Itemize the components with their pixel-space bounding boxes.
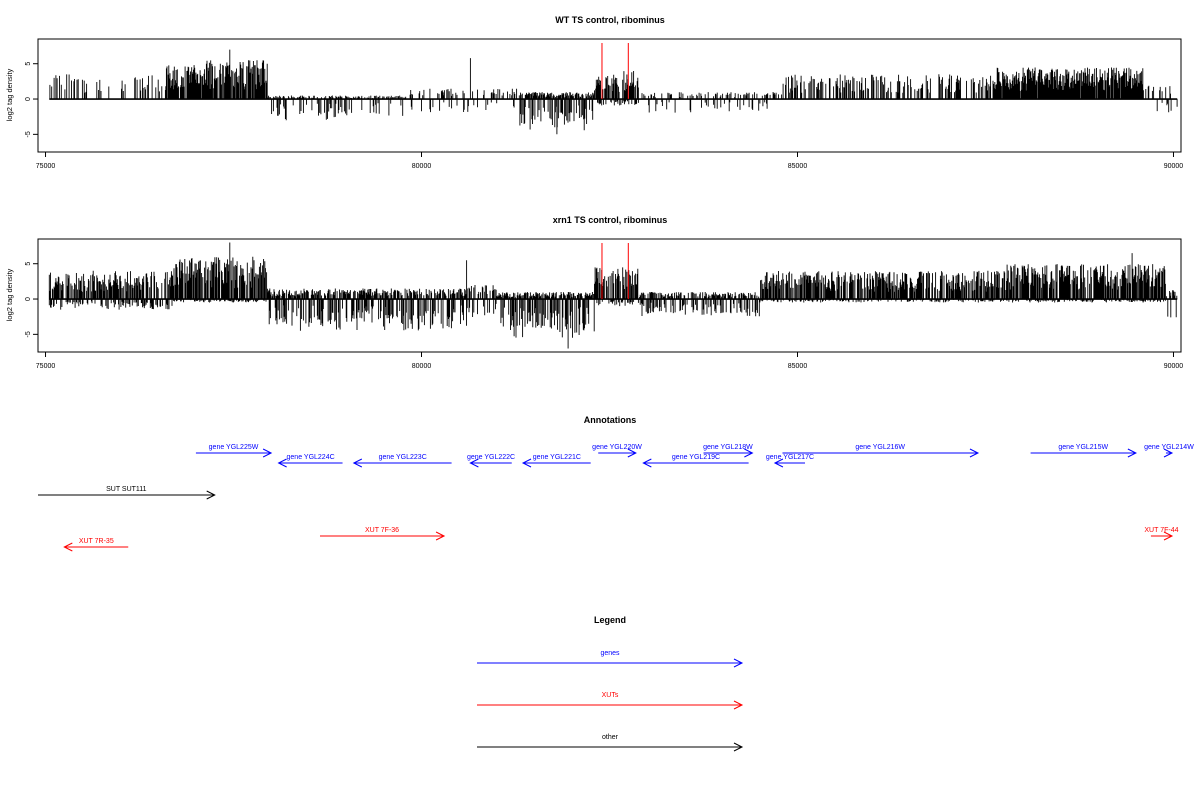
arrowhead [521,458,532,468]
annotation-feature: gene YGL222C [467,454,515,468]
legend-item: other [477,734,744,752]
legend-panel: Legend genes XUTs other [477,615,744,752]
feature-label: SUT SUT111 [106,486,147,493]
feature-label: gene YGL214W [1144,444,1194,451]
wt-axes: 75000 80000 85000 90000 -5 0 5 [25,62,1183,170]
wt-plot-frame [37,38,1182,153]
feature-label: gene YGL224C [287,454,335,461]
arrowhead [733,700,744,710]
annotation-feature: XUT 7F-44 [1144,527,1179,541]
coverage-bars [49,49,1178,135]
annotation-feature: gene YGL214W [1144,444,1194,458]
arrowhead [744,448,754,458]
legend-item: XUTs [477,692,744,710]
feature-label: gene YGL225W [209,444,259,451]
arrowhead [773,458,784,468]
legend-item-label: XUTs [602,692,619,699]
legend-item: genes [477,650,744,668]
annotations-title: Annotations [584,415,637,425]
annotation-feature: SUT SUT111 [38,486,216,500]
annotation-feature: gene YGL223C [352,454,452,468]
arrowhead [63,542,73,552]
annotation-feature: gene YGL215W [1030,444,1137,458]
x-tick-label: 85000 [788,363,808,370]
annotation-feature: gene YGL219C [642,454,749,468]
xrn1-panel-title: xrn1 TS control, ribominus [553,215,668,225]
feature-label: gene YGL222C [467,454,515,461]
annotation-feature: gene YGL224C [277,454,343,468]
y-tick-label: -5 [25,331,32,337]
legend-items: genes XUTs other [477,650,744,752]
y-tick-label: 0 [25,297,32,301]
feature-label: gene YGL217C [766,454,814,461]
arrowhead [733,658,744,668]
feature-label: gene YGL219C [672,454,720,461]
legend-item-label: genes [600,650,620,657]
arrowhead [969,448,980,458]
feature-label: gene YGL215W [1058,444,1108,451]
arrowhead [1163,531,1174,541]
feature-label: gene YGL216W [855,444,905,451]
wt-panel-title: WT TS control, ribominus [555,15,665,25]
xrn1-markers [601,243,629,300]
xrn1-axes: 75000 80000 85000 90000 -5 0 5 [25,262,1183,370]
x-tick-label: 90000 [1164,163,1184,170]
arrowhead [733,742,744,752]
x-tick-label: 80000 [412,163,432,170]
feature-label: gene YGL220W [592,444,642,451]
feature-label: XUT 7F-44 [1144,527,1178,534]
xrn1-plot-frame [37,238,1182,353]
arrowhead [469,458,479,468]
annotation-feature: gene YGL225W [195,444,273,458]
xrn1-coverage-panel: xrn1 TS control, ribominus log2 tag dens… [5,215,1183,370]
annotation-feature: gene YGL216W [782,444,980,458]
annotation-feature: gene YGL218W [703,444,754,458]
legend-item-label: other [602,734,619,741]
arrowhead [627,448,637,458]
arrowhead [1127,448,1137,458]
coverage-bars [48,242,1178,349]
y-tick-label: 5 [25,62,32,66]
arrowhead [642,458,652,468]
arrowhead [435,531,446,541]
x-tick-label: 85000 [788,163,808,170]
arrowhead [262,448,273,458]
feature-label: XUT 7R-35 [79,538,114,545]
annotation-feature: XUT 7F-36 [319,527,446,541]
annotation-feature: gene YGL217C [766,454,814,468]
feature-label: gene YGL221C [533,454,581,461]
x-tick-label: 75000 [36,163,56,170]
legend-title: Legend [594,615,626,625]
x-tick-label: 80000 [412,363,432,370]
wt-markers [601,43,629,100]
wt-coverage-panel: WT TS control, ribominus log2 tag densit… [5,15,1183,170]
xrn1-y-axis-label: log2 tag density [5,268,14,321]
annotation-feature: gene YGL221C [521,454,591,468]
xrn1-coverage-bars [48,242,1178,349]
annotation-feature: gene YGL220W [592,444,642,458]
annotation-feature: XUT 7R-35 [63,538,129,552]
wt-coverage-bars [49,49,1178,135]
arrowhead [352,458,363,468]
y-tick-label: 5 [25,262,32,266]
annotation-features: gene YGL225W gene YGL224C gene YGL223C gene… [38,444,1194,552]
y-tick-label: -5 [25,131,32,137]
arrowhead [1163,448,1174,458]
feature-label: XUT 7F-36 [365,527,399,534]
y-tick-label: 0 [25,97,32,101]
arrowhead [277,458,287,468]
x-tick-label: 75000 [36,363,56,370]
feature-label: gene YGL223C [379,454,427,461]
feature-label: gene YGL218W [703,444,753,451]
x-tick-label: 90000 [1164,363,1184,370]
arrowhead [206,490,216,500]
wt-y-axis-label: log2 tag density [5,68,14,121]
